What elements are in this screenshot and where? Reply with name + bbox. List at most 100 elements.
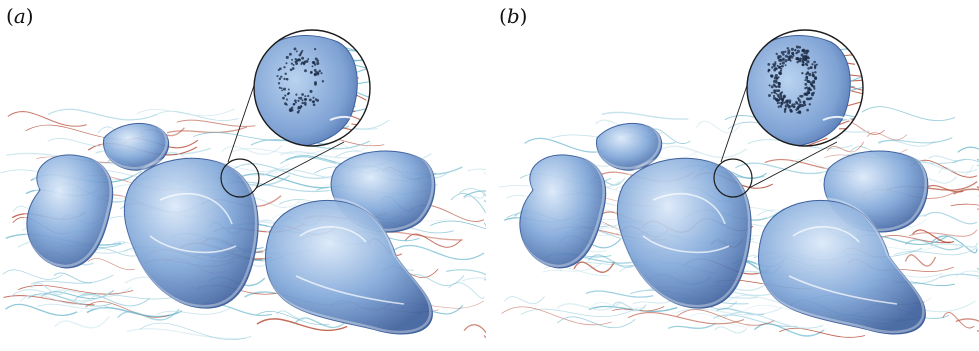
particle <box>300 51 303 54</box>
particle <box>775 79 778 82</box>
panel-a-label: (a) <box>6 6 34 26</box>
particle <box>286 78 289 81</box>
streamline <box>176 119 256 127</box>
streamline <box>19 292 99 305</box>
streamline <box>849 46 863 53</box>
particle <box>780 67 783 70</box>
particle <box>304 95 307 98</box>
streamline <box>826 141 865 153</box>
streamline <box>722 311 824 329</box>
pb-droplet-top-small <box>593 120 663 171</box>
pb-surface-highlights <box>642 192 898 305</box>
streamline <box>849 77 863 82</box>
particle <box>815 63 818 66</box>
panel-a-label-close: ) <box>25 4 34 28</box>
particle <box>280 75 283 78</box>
particle <box>775 85 778 89</box>
particle <box>301 61 305 65</box>
particle <box>297 97 300 99</box>
particle <box>774 61 777 64</box>
streamline <box>667 322 717 329</box>
droplet-body <box>758 200 926 335</box>
particle <box>771 66 774 69</box>
particle <box>313 73 317 77</box>
droplet-sheen <box>121 155 258 308</box>
streamline <box>877 137 953 144</box>
particle <box>291 106 294 109</box>
particle <box>313 68 317 72</box>
particle <box>804 62 808 66</box>
particle <box>321 80 325 83</box>
streamline <box>930 242 978 248</box>
panel-a-scene <box>0 29 486 340</box>
particle <box>806 108 809 112</box>
streamline <box>930 235 978 254</box>
particle <box>787 51 791 55</box>
particle <box>805 51 808 55</box>
streamline <box>156 306 233 315</box>
streamline <box>87 258 135 270</box>
streamline <box>31 282 67 296</box>
streamline <box>601 111 689 120</box>
particle <box>775 92 778 95</box>
streamline <box>256 318 348 332</box>
particle <box>786 102 789 105</box>
particle <box>312 103 316 107</box>
streamline <box>520 307 638 317</box>
particle <box>283 66 286 69</box>
pa-surface-particles <box>276 47 325 114</box>
particle <box>780 105 783 108</box>
streamline <box>255 311 330 326</box>
particle <box>804 82 808 86</box>
particle <box>807 87 811 90</box>
particle <box>801 59 805 63</box>
particle <box>775 81 778 84</box>
particle <box>792 54 795 57</box>
panel-a-label-letter: a <box>13 4 26 28</box>
pa-zoom-inset <box>253 29 410 147</box>
particle <box>794 49 797 52</box>
streamline <box>7 111 87 127</box>
streamline <box>543 265 609 276</box>
particle <box>806 71 810 74</box>
particle <box>790 47 794 51</box>
particle <box>278 67 282 71</box>
particle <box>298 109 301 112</box>
particle <box>773 64 776 67</box>
particle <box>312 96 315 99</box>
pa-focus-circle <box>220 158 260 198</box>
particle <box>796 111 799 114</box>
droplet-sheen <box>593 120 661 170</box>
streamline <box>463 324 486 339</box>
particle <box>805 97 809 101</box>
streamline <box>371 37 410 50</box>
particle <box>316 71 320 75</box>
particle <box>802 48 806 52</box>
particle <box>297 99 300 102</box>
streamline <box>904 254 937 267</box>
streamline <box>799 137 828 146</box>
particle <box>293 103 296 106</box>
particle <box>802 100 806 104</box>
pb-zoom-inset-border <box>746 29 864 147</box>
streamline <box>862 117 863 125</box>
particle <box>780 101 784 105</box>
streamline <box>556 301 623 311</box>
particle <box>782 94 786 98</box>
particle <box>806 79 810 84</box>
streamline <box>445 269 486 281</box>
particle <box>299 96 303 100</box>
particle <box>805 86 809 89</box>
particle <box>309 70 313 74</box>
streamline <box>463 190 486 202</box>
particle <box>781 98 785 102</box>
droplet-body <box>519 154 607 269</box>
particle <box>789 109 793 113</box>
particle <box>787 49 791 53</box>
streamline <box>462 276 486 282</box>
particle <box>278 86 281 89</box>
particle <box>803 103 807 107</box>
particle <box>776 89 780 93</box>
particle <box>297 107 300 110</box>
streamline <box>908 229 978 237</box>
